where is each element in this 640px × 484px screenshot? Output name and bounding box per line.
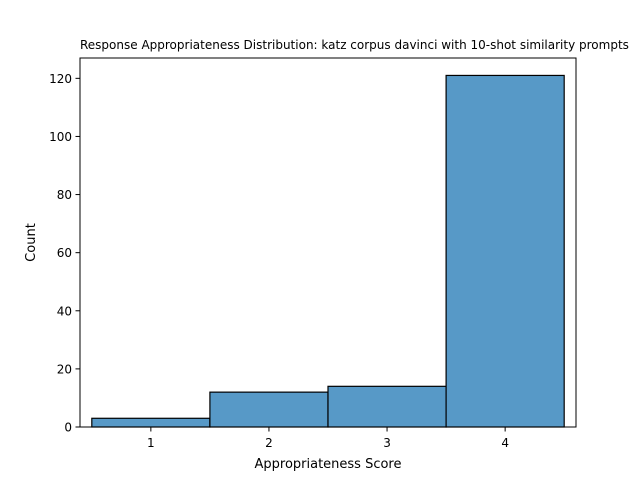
- bars-group: [91, 74, 565, 428]
- y-tick-label: 20: [57, 362, 72, 376]
- y-axis: 0 20 40 60 80 100 120: [49, 72, 80, 435]
- bar-score-3: [327, 385, 447, 428]
- axes-frame: [79, 57, 577, 428]
- x-tick-label: 2: [265, 436, 273, 450]
- x-axis-label: Appropriateness Score: [254, 457, 401, 472]
- chart-title: Response Appropriateness Distribution: k…: [80, 38, 629, 52]
- bar-score-4: [445, 74, 565, 428]
- x-tick-label: 4: [501, 436, 509, 450]
- bar-score-1: [91, 417, 211, 428]
- x-tick-label: 3: [383, 436, 391, 450]
- x-axis: 1 2 3 4: [147, 427, 509, 450]
- y-tick-label: 60: [57, 246, 72, 260]
- y-axis-label: Count: [24, 223, 39, 262]
- x-tick-label: 1: [147, 436, 155, 450]
- y-tick-label: 0: [64, 421, 72, 435]
- y-tick-label: 100: [49, 130, 72, 144]
- y-tick-label: 40: [57, 304, 72, 318]
- bar-score-2: [209, 391, 329, 428]
- y-tick-label: 120: [49, 72, 72, 86]
- y-tick-label: 80: [57, 188, 72, 202]
